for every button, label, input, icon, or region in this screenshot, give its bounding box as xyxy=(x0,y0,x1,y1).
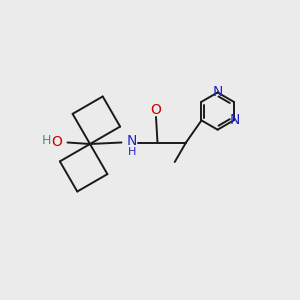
Text: N: N xyxy=(127,134,137,148)
Text: H: H xyxy=(128,147,136,157)
Text: O: O xyxy=(52,136,62,149)
Text: N: N xyxy=(230,113,240,128)
Text: N: N xyxy=(212,85,223,99)
Text: H: H xyxy=(42,134,51,147)
Text: O: O xyxy=(151,103,161,117)
